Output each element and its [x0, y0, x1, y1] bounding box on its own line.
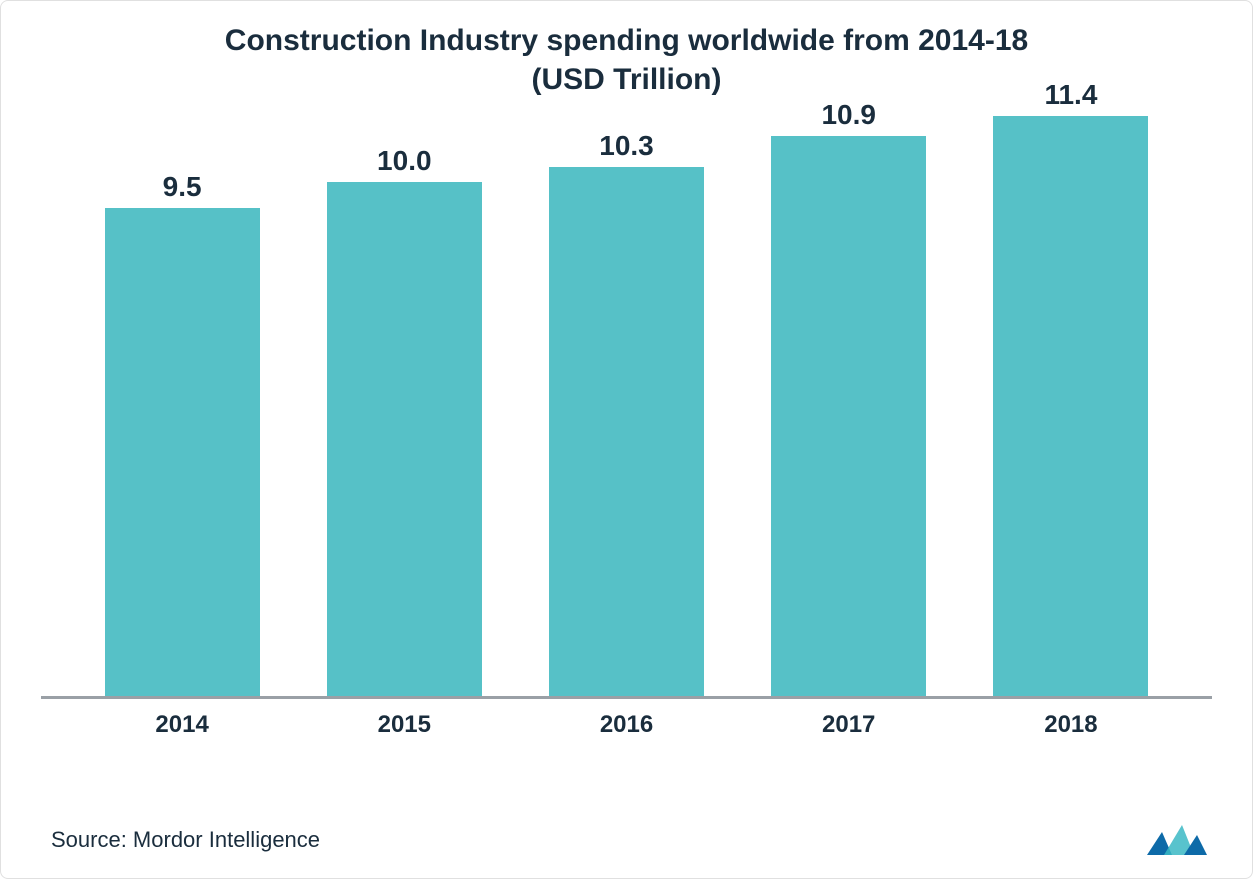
- x-axis-label: 2016: [515, 711, 737, 739]
- bar: [993, 116, 1148, 699]
- bar: [549, 167, 704, 699]
- source-text: Source: Mordor Intelligence: [51, 827, 320, 853]
- bars-wrapper: 9.5 10.0 10.3 10.9 11.4: [71, 79, 1182, 699]
- bar-group: 10.0: [293, 79, 515, 699]
- bar-group: 9.5: [71, 79, 293, 699]
- bar-group: 10.9: [738, 79, 960, 699]
- x-axis-label: 2014: [71, 711, 293, 739]
- chart-container: Construction Industry spending worldwide…: [0, 0, 1253, 879]
- brand-logo: [1142, 820, 1212, 860]
- x-axis-label: 2015: [293, 711, 515, 739]
- bar-value-label: 11.4: [1044, 79, 1097, 111]
- bar-value-label: 10.3: [599, 130, 654, 162]
- x-axis-label: 2018: [960, 711, 1182, 739]
- x-axis-label: 2017: [738, 711, 960, 739]
- x-axis-line: [41, 696, 1212, 699]
- bar-value-label: 9.5: [163, 171, 202, 203]
- bar: [327, 182, 482, 699]
- bar-group: 10.3: [515, 79, 737, 699]
- title-line-1: Construction Industry spending worldwide…: [225, 24, 1028, 57]
- bar: [771, 136, 926, 699]
- chart-area: 9.5 10.0 10.3 10.9 11.4 20142015201620172018: [41, 69, 1212, 749]
- bar-group: 11.4: [960, 79, 1182, 699]
- bar-value-label: 10.9: [821, 99, 876, 131]
- bar-value-label: 10.0: [377, 145, 432, 177]
- x-labels: 20142015201620172018: [71, 711, 1182, 739]
- bar: [105, 208, 260, 699]
